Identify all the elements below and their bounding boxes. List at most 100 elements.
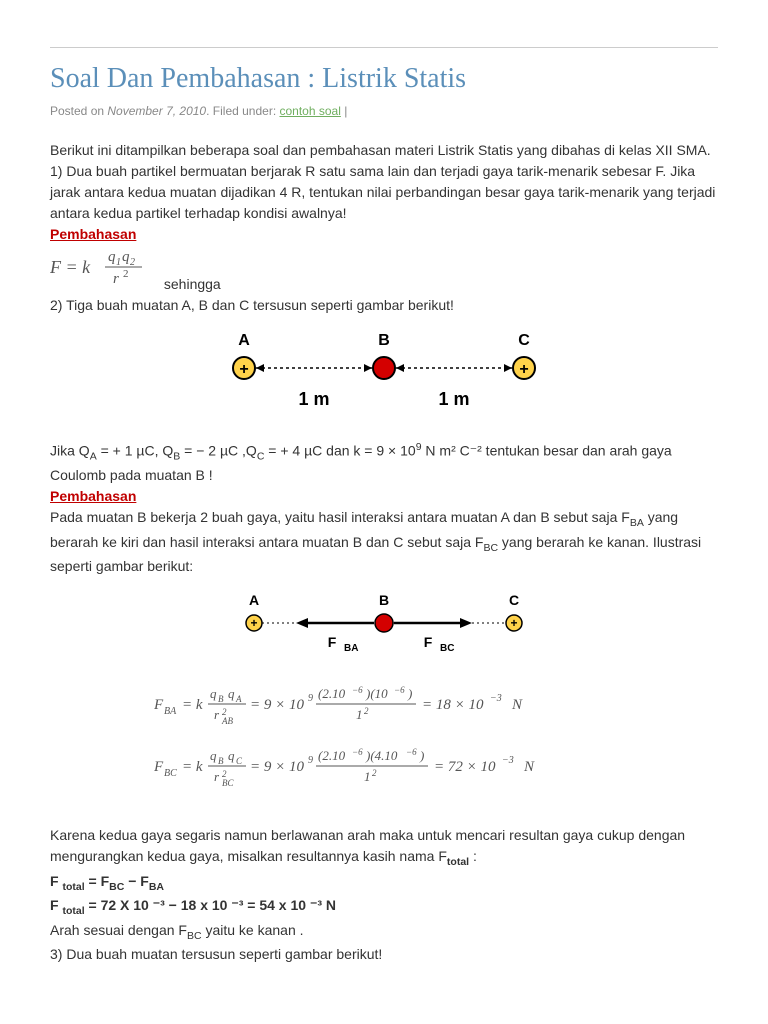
svg-text:F = k: F = k: [50, 257, 91, 277]
pembahasan-label-2: Pembahasan: [50, 486, 718, 507]
svg-text:r: r: [113, 271, 119, 287]
arah-1: Arah sesuai dengan F: [50, 922, 187, 938]
svg-text:): ): [419, 748, 424, 763]
result-line-2: F total = 72 X 10 ⁻³ − 18 x 10 ⁻³ = 54 x…: [50, 895, 718, 920]
q2c-2: = − 2 µC ,Q: [180, 443, 257, 459]
arah-2: yaitu ke kanan .: [202, 922, 304, 938]
svg-text:= 72 × 10: = 72 × 10: [434, 759, 496, 775]
svg-text:= 9 × 10: = 9 × 10: [250, 759, 304, 775]
svg-text:q: q: [210, 686, 217, 701]
ri-text: Karena kedua gaya segaris namun berlawan…: [50, 827, 685, 864]
svg-text:): ): [407, 686, 412, 701]
svg-text:B: B: [218, 694, 224, 704]
svg-text:BA: BA: [164, 706, 177, 717]
svg-text:q: q: [228, 686, 235, 701]
svg-text:9: 9: [308, 755, 313, 766]
svg-text:F: F: [154, 697, 164, 713]
svg-text:F: F: [328, 634, 337, 650]
svg-text:C: C: [236, 756, 243, 766]
rl2: = 72 X 10 ⁻³ − 18 x 10 ⁻³ = 54 x 10 ⁻³ N: [85, 897, 336, 913]
svg-text:A: A: [249, 592, 259, 608]
svg-text:BC: BC: [222, 778, 234, 788]
svg-text:B: B: [218, 756, 224, 766]
intro-text: Berikut ini ditampilkan beberapa soal da…: [50, 140, 718, 161]
svg-text:B: B: [379, 592, 389, 608]
svg-text:−3: −3: [502, 755, 514, 766]
result-line-1: F total = FBC − FBA: [50, 871, 718, 896]
svg-text:+: +: [239, 361, 248, 378]
diagram-2-svg: A B C + + F BA F BC: [214, 591, 554, 661]
svg-text:C: C: [518, 332, 530, 349]
svg-text:−6: −6: [394, 685, 405, 695]
svg-text:= k: = k: [182, 759, 203, 775]
top-divider: [50, 47, 718, 48]
svg-text:N: N: [523, 759, 535, 775]
result-intro: Karena kedua gaya segaris namun berlawan…: [50, 825, 718, 871]
svg-text:(2.10: (2.10: [318, 748, 346, 763]
svg-text:−6: −6: [352, 747, 363, 757]
svg-text:F: F: [424, 634, 433, 650]
svg-text:(2.10: (2.10: [318, 686, 346, 701]
meta-filed: . Filed under:: [206, 104, 279, 118]
svg-text:1: 1: [116, 257, 121, 268]
svg-text:2: 2: [130, 257, 135, 268]
question-3: 3) Dua buah muatan tersusun seperti gamb…: [50, 944, 718, 965]
page-title: Soal Dan Pembahasan : Listrik Statis: [50, 58, 718, 100]
svg-text:B: B: [378, 332, 390, 349]
svg-text:r: r: [214, 707, 220, 722]
svg-text:+: +: [250, 616, 257, 630]
svg-text:q: q: [228, 748, 235, 763]
svg-text:BA: BA: [344, 643, 358, 654]
q2c-3: = + 4 µC dan k = 9 × 10: [264, 443, 415, 459]
equation-fbc: F BC = k q B q C r 2 BC = 9 × 10 9 (2.10…: [50, 743, 718, 797]
svg-text:A: A: [235, 694, 242, 704]
svg-text:1: 1: [356, 707, 363, 722]
svg-text:q: q: [122, 249, 130, 265]
svg-text:F: F: [154, 759, 164, 775]
svg-text:1 m: 1 m: [438, 389, 469, 409]
svg-text:C: C: [509, 592, 519, 608]
svg-text:AB: AB: [221, 716, 233, 726]
svg-text:)(10: )(10: [365, 686, 388, 701]
svg-text:−6: −6: [406, 747, 417, 757]
svg-text:−6: −6: [352, 685, 363, 695]
svg-text:)(4.10: )(4.10: [365, 748, 398, 763]
meta-date: November 7, 2010: [107, 104, 206, 118]
svg-text:+: +: [519, 361, 528, 378]
q2-explanation: Pada muatan B bekerja 2 buah gaya, yaitu…: [50, 507, 718, 577]
svg-text:r: r: [214, 769, 220, 784]
svg-text:2: 2: [123, 268, 129, 280]
q2e-1: Pada muatan B bekerja 2 buah gaya, yaitu…: [50, 509, 630, 525]
svg-text:9: 9: [308, 693, 313, 704]
svg-text:2: 2: [372, 768, 377, 778]
sehingga-text: sehingga: [164, 276, 221, 292]
svg-text:N: N: [511, 697, 523, 713]
meta-trail: |: [341, 104, 347, 118]
svg-text:BC: BC: [440, 643, 454, 654]
formula-coulomb: F = k q 1 q 2 r 2 sehingga: [50, 245, 718, 295]
question-1: 1) Dua buah partikel bermuatan berjarak …: [50, 161, 718, 224]
diagram-1-svg: A B C + + 1 m 1 m: [204, 330, 564, 420]
formula-svg: F = k q 1 q 2 r 2: [50, 245, 160, 289]
diagram-1: A B C + + 1 m 1 m: [50, 330, 718, 426]
svg-text:−3: −3: [490, 693, 502, 704]
question-2: 2) Tiga buah muatan A, B dan C tersusun …: [50, 295, 718, 316]
ri-colon: :: [469, 848, 477, 864]
svg-text:1 m: 1 m: [298, 389, 329, 409]
equation-fba: F BA = k q B q A r 2 AB = 9 × 10 9 (2.10…: [50, 681, 718, 735]
q2c-pre: Jika Q: [50, 443, 90, 459]
pembahasan-label-1: Pembahasan: [50, 224, 718, 245]
arah-text: Arah sesuai dengan FBC yaitu ke kanan .: [50, 920, 718, 945]
ri-sub: total: [447, 856, 469, 868]
svg-text:BC: BC: [164, 768, 177, 779]
svg-text:1: 1: [364, 769, 371, 784]
q2-conditions: Jika QA = + 1 µC, QB = − 2 µC ,QC = + 4 …: [50, 440, 718, 486]
post-meta: Posted on November 7, 2010. Filed under:…: [50, 102, 718, 120]
svg-text:= k: = k: [182, 697, 203, 713]
meta-posted: Posted on: [50, 104, 107, 118]
svg-text:q: q: [108, 249, 116, 265]
q2c-1: = + 1 µC, Q: [97, 443, 174, 459]
category-link[interactable]: contoh soal: [279, 104, 340, 118]
svg-text:2: 2: [364, 706, 369, 716]
svg-text:= 9 × 10: = 9 × 10: [250, 697, 304, 713]
